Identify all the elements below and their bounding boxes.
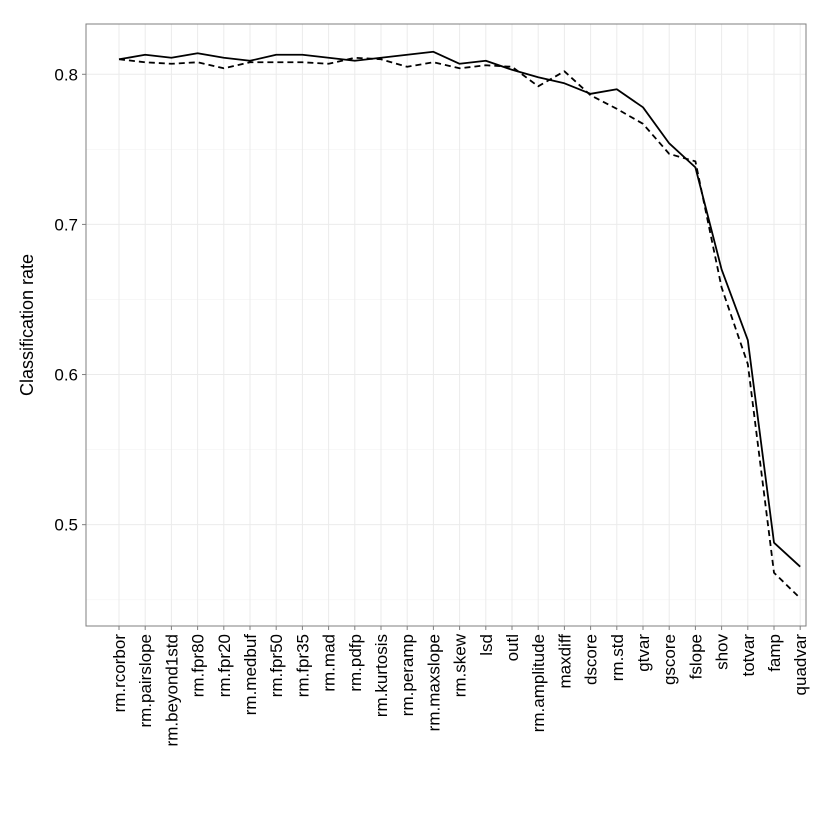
x-tick-label: rm.maxslope	[424, 634, 443, 731]
x-tick-label: rm.skew	[451, 633, 470, 697]
y-axis-title: Classification rate	[17, 254, 37, 396]
x-tick-label: rm.pairslope	[136, 634, 155, 728]
x-tick-label: outl	[503, 634, 522, 661]
x-tick-label: rm.pdfp	[346, 634, 365, 692]
y-tick-label: 0.8	[54, 65, 78, 84]
x-tick-label: rm.peramp	[398, 634, 417, 716]
x-tick-label: rm.medbuf	[241, 634, 260, 716]
y-tick-label: 0.6	[54, 366, 78, 385]
x-tick-label: rm.fpr50	[267, 634, 286, 697]
y-axis: 0.5 0.6 0.7 0.8	[54, 65, 86, 535]
x-tick-label: famp	[765, 634, 784, 672]
x-tick-label: rm.mad	[320, 634, 339, 692]
y-tick-label: 0.7	[54, 215, 78, 234]
grid-lines	[86, 24, 806, 626]
x-tick-label: fslope	[686, 634, 705, 679]
x-tick-label: dscore	[582, 634, 601, 685]
series-lines	[118, 50, 801, 599]
x-tick-label: rm.rcorbor	[110, 634, 129, 713]
x-tick-label: rm.amplitude	[529, 634, 548, 732]
x-tick-label: gtvar	[634, 634, 653, 672]
x-tick-label: lsd	[477, 634, 496, 656]
x-tick-label: rm.fpr35	[293, 634, 312, 697]
x-tick-label: shov	[713, 634, 732, 670]
x-tick-label: rm.std	[608, 634, 627, 681]
x-axis: rm.rcorbor rm.pairslope rm.beyond1std rm.fp…	[110, 626, 810, 746]
x-tick-label: totvar	[739, 634, 758, 677]
y-tick-label: 0.5	[54, 516, 78, 535]
x-tick-label: maxdiff	[555, 634, 574, 689]
series-line-dashed	[118, 56, 801, 599]
plot-panel-border	[85, 23, 807, 627]
plot-panel	[86, 24, 806, 626]
x-tick-label: rm.kurtosis	[372, 634, 391, 717]
x-tick-label: quadvar	[791, 634, 810, 696]
x-tick-label: rm.fpr20	[215, 634, 234, 697]
x-tick-label: rm.beyond1std	[162, 634, 181, 746]
x-tick-label: rm.fpr80	[189, 634, 208, 697]
x-tick-label: gscore	[660, 634, 679, 685]
